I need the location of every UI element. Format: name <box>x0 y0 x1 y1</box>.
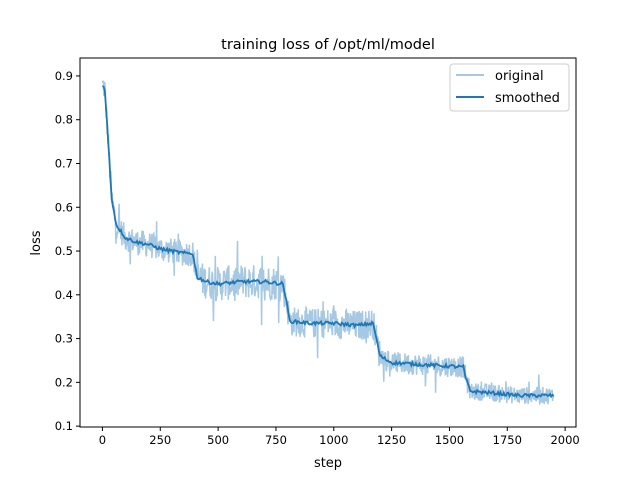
legend: original smoothed <box>449 63 570 112</box>
x-axis-label: step <box>314 456 342 471</box>
y-tick-label: 0.3 <box>55 332 73 346</box>
y-tick-label: 0.2 <box>55 375 73 389</box>
y-tick-label: 0.7 <box>55 156 73 170</box>
original-series-line <box>101 80 555 406</box>
x-tick-label: 1250 <box>377 433 406 447</box>
axes-frame <box>79 57 577 428</box>
legend-smoothed-label: smoothed <box>495 91 560 106</box>
x-tick-label: 1500 <box>435 433 464 447</box>
x-tick-label: 0 <box>99 433 106 447</box>
x-tick-label: 1750 <box>493 433 522 447</box>
smoothed-series-line <box>101 85 555 399</box>
y-tick-label: 0.4 <box>55 288 73 302</box>
y-tick-label: 0.6 <box>55 200 73 214</box>
y-axis-label: loss <box>29 230 44 255</box>
y-tick-label: 0.8 <box>55 113 73 127</box>
x-tick-label: 750 <box>265 433 287 447</box>
chart-title: training loss of /opt/ml/model <box>221 37 435 53</box>
y-tick-label: 0.5 <box>55 244 73 258</box>
x-tick-label: 250 <box>149 433 171 447</box>
y-tick-label: 0.1 <box>55 419 73 433</box>
x-tick-label: 500 <box>207 433 229 447</box>
x-tick-label: 2000 <box>550 433 579 447</box>
y-tick-label: 0.9 <box>55 69 73 83</box>
x-tick-label: 1000 <box>319 433 348 447</box>
legend-original-label: original <box>495 69 544 84</box>
